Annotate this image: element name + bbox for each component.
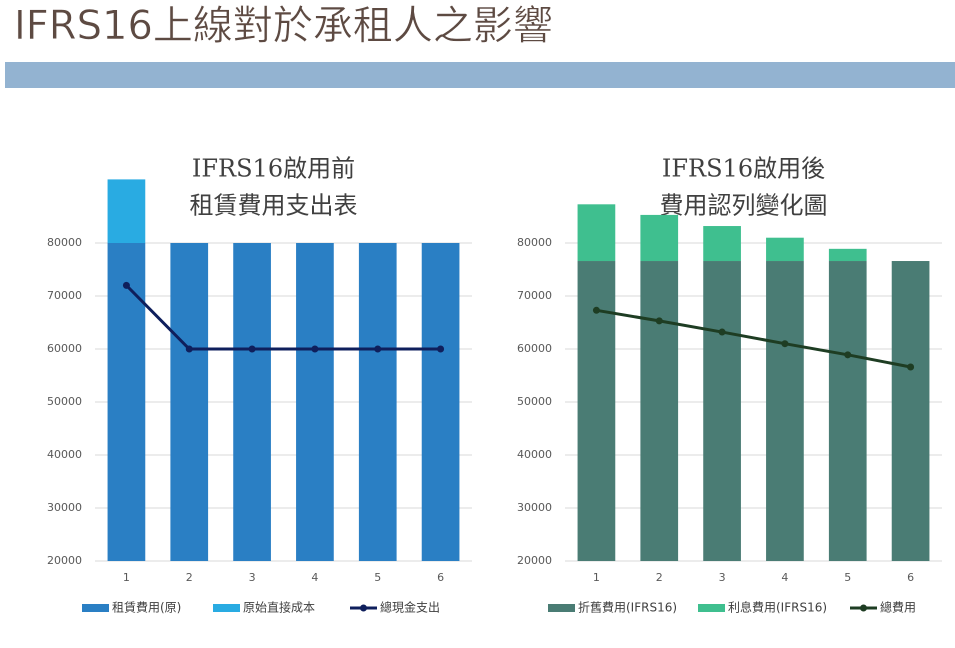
legend-swatch (860, 604, 867, 612)
y-tick-label: 40000 (47, 448, 82, 461)
x-tick-label: 4 (311, 571, 318, 584)
legend-label: 原始直接成本 (243, 600, 315, 615)
x-tick-label: 5 (374, 571, 381, 584)
line-point (122, 281, 130, 289)
x-tick-label: 1 (123, 571, 130, 584)
y-tick-label: 80000 (47, 236, 82, 249)
bar (107, 243, 146, 561)
bar (233, 243, 271, 561)
legend-label: 利息費用(IFRS16) (728, 600, 827, 615)
bar (421, 243, 460, 561)
x-tick-label: 4 (781, 571, 788, 584)
bar (766, 261, 804, 561)
y-tick-label: 70000 (517, 289, 552, 302)
legend-label: 總費用 (880, 600, 916, 615)
legend-swatch (82, 604, 109, 612)
line-point (248, 345, 256, 353)
bar (296, 243, 334, 561)
x-tick-label: 1 (593, 571, 600, 584)
y-tick-label: 80000 (517, 236, 552, 249)
bar (107, 179, 146, 243)
bar (170, 243, 209, 561)
bar (640, 214, 679, 262)
line-point (781, 340, 789, 348)
y-tick-label: 40000 (517, 448, 552, 461)
x-tick-label: 6 (437, 571, 444, 584)
bar (766, 237, 804, 262)
line-point (437, 345, 445, 353)
y-tick-label: 20000 (47, 554, 82, 567)
legend-label: 折舊費用(IFRS16) (578, 600, 677, 615)
y-tick-label: 30000 (47, 501, 82, 514)
legend-swatch (360, 604, 367, 612)
x-tick-label: 6 (907, 571, 914, 584)
line-point (655, 317, 663, 325)
y-tick-label: 50000 (47, 395, 82, 408)
title-band (5, 62, 955, 88)
bar (828, 248, 867, 262)
line (596, 308, 911, 369)
y-tick-label: 60000 (517, 342, 552, 355)
y-tick-label: 70000 (47, 289, 82, 302)
line-point (718, 328, 726, 336)
legend-swatch (698, 604, 725, 612)
legend-swatch (548, 604, 575, 612)
x-tick-label: 3 (719, 571, 726, 584)
x-tick-label: 2 (186, 571, 193, 584)
y-tick-label: 30000 (517, 501, 552, 514)
bar (577, 261, 616, 561)
y-tick-label: 50000 (517, 395, 552, 408)
y-tick-label: 60000 (47, 342, 82, 355)
legend-swatch (213, 604, 240, 612)
chart-title: IFRS16啟用後 (662, 155, 825, 183)
line-point (185, 345, 193, 353)
chart-title: IFRS16啟用前 (192, 155, 355, 183)
y-tick-label: 20000 (517, 554, 552, 567)
line (125, 284, 441, 351)
line-point (374, 345, 382, 353)
line-point (311, 345, 319, 353)
bar (703, 226, 741, 262)
bar (828, 261, 867, 561)
bar (640, 261, 679, 561)
chart-title: 租賃費用支出表 (190, 192, 358, 220)
line-point (907, 363, 915, 371)
bar (577, 204, 616, 262)
bar (891, 261, 930, 561)
bar (358, 243, 397, 561)
line-point (592, 306, 600, 314)
bar (703, 261, 741, 561)
legend-label: 租賃費用(原) (112, 600, 181, 615)
x-tick-label: 2 (656, 571, 663, 584)
x-tick-label: 5 (844, 571, 851, 584)
chart-title: 費用認列變化圖 (660, 192, 828, 220)
legend-label: 總現金支出 (380, 600, 440, 615)
slide-title: IFRS16上線對於承租人之影響 (14, 3, 553, 49)
line-point (844, 351, 852, 359)
x-tick-label: 3 (249, 571, 256, 584)
